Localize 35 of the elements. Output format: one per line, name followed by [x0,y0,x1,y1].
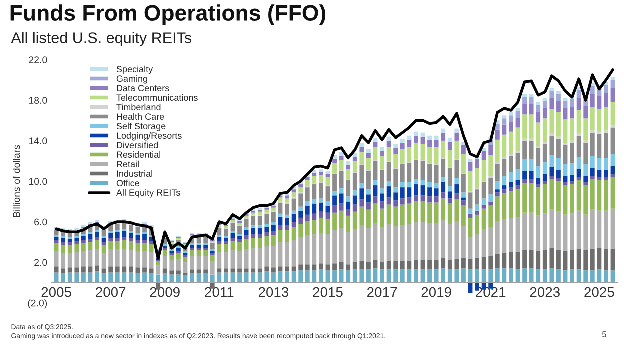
chart-title: Funds From Operations (FFO) [10,4,326,26]
legend-label: Self Storage [116,122,166,132]
legend-label: Retail [117,160,139,168]
x-tick-label: 2013 [258,287,289,298]
y-tick-label: 2.0 [34,259,48,266]
legend-label: Gaming [116,75,148,84]
x-tick-label: 2007 [96,287,126,298]
x-tick-label: 2015 [313,287,343,298]
x-tick-label: 2017 [368,287,398,298]
legend-label: Timberland [116,104,161,111]
legend-label: Office [116,180,140,187]
x-tick-label: 2019 [422,287,452,298]
legend-label: Telecommunications [116,94,198,102]
chart-subtitle: All listed U.S. equity REITs [11,32,192,46]
y-tick-label: (2.0) [28,300,48,309]
y-tick-label: 22.0 [29,56,48,64]
legend-label: Diversified [117,142,158,149]
legend-label: All Equity REITs [116,189,180,198]
x-tick-label: 2005 [42,287,72,298]
legend-label: Residential [117,151,161,158]
legend-label: Lodging/Resorts [117,132,182,141]
y-tick-label: 10.0 [29,178,48,186]
legend-label: Health Care [117,113,164,120]
legend-label: Industrial [117,170,152,178]
y-tick-label: 14.0 [29,138,48,145]
y-tick-label: 6.0 [34,218,48,226]
y-tick-label: 18.0 [29,97,48,104]
legend-label: Data Centers [117,85,170,92]
x-tick-label: 2009 [150,287,180,298]
text: 5 [602,332,606,338]
x-tick-label: 2025 [584,287,614,298]
legend-label: Specialty [116,66,154,74]
x-tick-label: 2011 [205,287,234,298]
x-tick-label: 2023 [530,287,560,298]
y-axis-title: Billions of dollars [13,145,20,218]
